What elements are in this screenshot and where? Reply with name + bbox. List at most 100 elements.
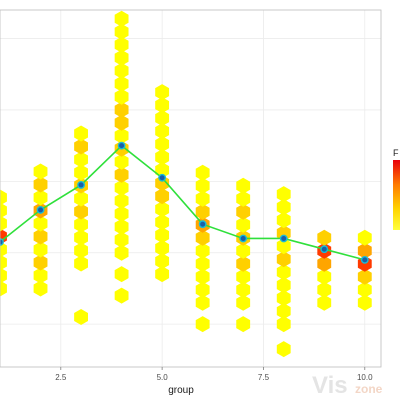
hex-cell [114,192,129,209]
x-tick-label: 7.5 [258,373,270,382]
watermark-zone: zone [355,382,383,396]
data-point [117,141,126,150]
hex-cell-outlier [114,266,129,283]
hex-cell [195,281,210,298]
hex-cell [0,267,7,284]
trend-line-layer [0,144,365,261]
hex-cell [357,242,372,259]
x-axis: 2.5 5.0 7.5 10.0 [55,367,373,382]
hex-cell [317,268,332,285]
hex-cell [114,244,129,261]
x-axis-title: group [168,385,194,396]
hex-cell [195,229,210,246]
hex-cell [357,229,372,246]
data-point [198,220,207,229]
hex-cell [114,36,129,53]
hex-cell [0,202,7,219]
hex-cell [114,101,129,118]
watermark-vis: Vis [312,372,348,399]
hex-cell [276,212,291,229]
hex-cell [155,110,170,127]
point-layer [0,141,369,264]
hex-cell [357,268,372,285]
hex-cell [195,164,210,181]
hex-cell [155,266,170,283]
hex-cell [114,62,129,79]
hex-cell [357,294,372,311]
hex-cell [74,125,88,142]
hex-cell [276,303,291,320]
hex-cell [155,149,170,166]
hex-cell [236,281,251,298]
hex-cell [114,114,129,131]
data-point [279,234,288,243]
data-point [36,206,45,214]
x-tick-label: 5.0 [157,373,169,382]
hex-cell-outlier [195,316,210,333]
hex-cell [33,267,48,284]
hex-cell [155,214,170,231]
hex-cell [33,215,48,232]
hex-cell-outlier [236,316,251,333]
hex-cell [114,127,129,144]
hex-cell [0,280,7,297]
data-point [158,173,167,182]
data-point [77,181,85,189]
hex-cell [155,201,170,218]
hex-cell [236,294,251,311]
hex-cell [276,290,291,307]
hex-cell-outlier [276,341,291,358]
hex-cell [276,186,291,203]
hex-cell [114,231,129,248]
hex-cell [195,242,210,259]
hex-cell [74,151,88,168]
hex-cell [276,277,291,294]
hex-cell [236,190,251,207]
legend-colorbar [393,160,400,230]
hex-cell [236,216,251,233]
hex-cell [155,253,170,270]
legend: F [393,148,400,230]
hex-cell [195,203,210,220]
hex-cell [114,75,129,92]
hex-cell [114,218,129,235]
hex-cell [236,203,251,220]
hex-cell [276,316,291,333]
x-tick-label: 2.5 [55,373,67,382]
data-point [360,255,369,264]
hex-cell [33,189,48,206]
hex-cell [317,281,332,298]
hex-cell [155,188,170,205]
hex-cell [317,294,332,311]
hex-cell [195,268,210,285]
hex-cell [114,88,129,105]
hex-cell [155,123,170,140]
hex-cell [114,49,129,66]
hex-cell [74,203,88,220]
legend-title: F [393,148,399,158]
hex-cell [317,255,332,272]
hex-cell [195,294,210,311]
hex-cell [33,228,48,245]
hex-cell [195,177,210,194]
plot-border [0,9,382,368]
hex-cell [0,215,7,232]
hex-cell-outlier [114,287,129,304]
hex-cell [74,164,88,181]
data-point [320,245,329,254]
hex-cell [33,280,48,297]
hex-cell [114,179,129,196]
hex-cell [236,177,251,194]
hex-cell [276,199,291,216]
hex-cell [155,227,170,244]
hex-cell [155,240,170,257]
hex-cell [0,254,7,271]
hex-cell [114,153,129,170]
hex-cell [33,163,48,180]
hex-cell [276,251,291,268]
hex-cell [114,10,129,27]
hex-cell [33,241,48,258]
grid-lines [0,10,381,367]
hex-cell [195,255,210,272]
